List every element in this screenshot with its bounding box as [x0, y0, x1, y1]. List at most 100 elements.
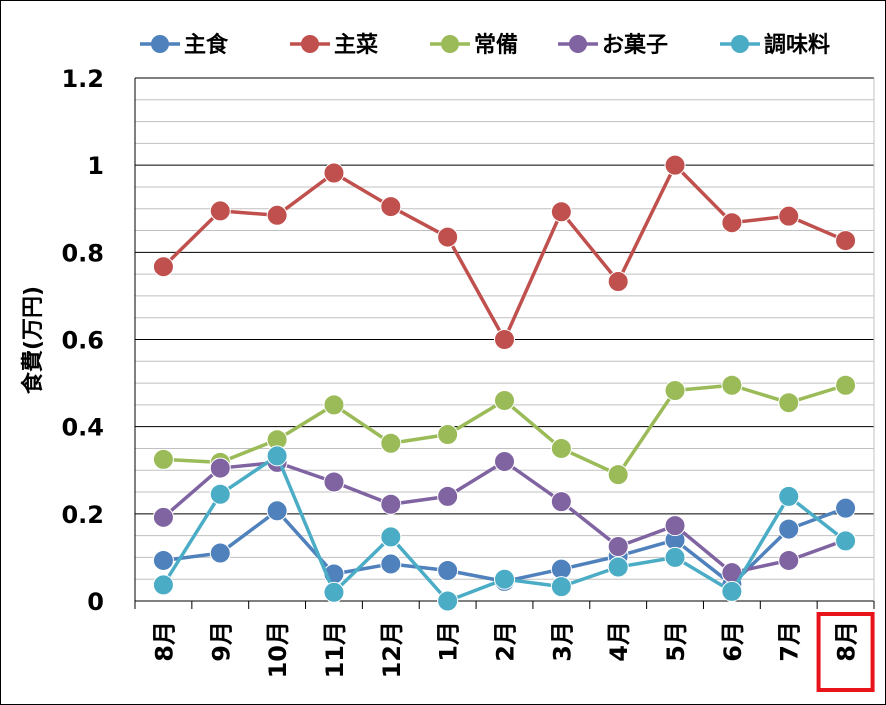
data-point	[152, 549, 174, 571]
data-point	[266, 204, 288, 226]
x-axis: 8月 9月 10月 11月 12月 1月 2月 3月 4月 5月 6月 7月 8月	[134, 601, 875, 692]
data-point	[664, 546, 686, 568]
legend-label: 主食	[184, 32, 229, 58]
legend-item: 調味料	[720, 32, 830, 58]
data-point	[437, 590, 459, 612]
data-point	[380, 493, 402, 515]
x-tick-label: 8月	[833, 621, 861, 662]
y-tick-label: 0.8	[61, 239, 104, 267]
data-point	[437, 485, 459, 507]
y-axis-label: 食費(万円)	[20, 286, 46, 394]
data-point	[494, 568, 515, 590]
y-tick-label: 0.6	[61, 327, 104, 355]
legend-label: 調味料	[764, 32, 830, 58]
data-point	[778, 485, 800, 507]
data-point	[550, 437, 572, 459]
data-point	[266, 445, 288, 467]
y-tick-label: 0.2	[61, 501, 104, 529]
legend-marker	[569, 35, 587, 53]
data-point	[550, 576, 572, 598]
highlight-box	[816, 612, 875, 692]
legend-label: 主菜	[334, 33, 378, 58]
data-point	[209, 200, 231, 222]
data-point	[152, 574, 174, 596]
legend-item: お菓子	[558, 32, 668, 58]
data-point	[209, 483, 231, 505]
data-point	[437, 226, 459, 248]
data-point	[721, 212, 743, 234]
data-point	[835, 497, 857, 519]
legend-item: 主食	[140, 32, 229, 58]
y-tick-label: 1.2	[61, 65, 104, 93]
data-point	[380, 196, 402, 218]
y-axis: 0 0.2 0.4 0.6 0.8 1 1.2	[61, 65, 104, 616]
data-point	[152, 256, 174, 278]
data-point	[266, 500, 288, 522]
legend: 主食 主菜 常備 お菓子 調味料	[140, 32, 830, 58]
data-point	[152, 448, 174, 470]
x-tick-label: 8月	[150, 621, 178, 662]
x-tick-label: 4月	[605, 621, 633, 662]
data-point	[607, 536, 629, 558]
data-point	[778, 205, 800, 227]
legend-marker	[441, 35, 459, 53]
series-4	[152, 445, 857, 612]
legend-marker	[301, 35, 319, 53]
data-point	[380, 432, 402, 454]
data-point	[209, 457, 231, 479]
data-point	[778, 392, 800, 414]
data-point	[323, 471, 345, 493]
data-point	[323, 394, 345, 416]
data-point	[664, 379, 686, 401]
y-tick-label: 1	[87, 152, 104, 180]
data-point	[323, 162, 345, 184]
legend-label: 常備	[474, 32, 518, 58]
data-point	[721, 374, 743, 396]
legend-label: お菓子	[602, 32, 668, 58]
x-tick-label: 9月	[207, 621, 235, 662]
data-point	[835, 530, 857, 552]
series-2	[152, 374, 857, 486]
x-tick-label: 6月	[719, 621, 747, 662]
legend-item: 主菜	[290, 33, 378, 58]
data-point	[550, 201, 572, 223]
series-layer	[152, 154, 857, 612]
legend-marker	[731, 35, 749, 53]
data-point	[721, 580, 743, 602]
data-point	[494, 390, 515, 412]
series-3	[152, 451, 857, 584]
data-point	[494, 329, 515, 350]
legend-item: 常備	[430, 32, 518, 58]
data-point	[494, 451, 515, 473]
data-point	[607, 464, 629, 486]
data-point	[835, 374, 857, 396]
x-tick-label: 7月	[776, 621, 804, 662]
x-tick-label: 3月	[548, 621, 576, 662]
data-point	[778, 549, 800, 571]
data-point	[380, 553, 402, 575]
x-tick-label: 2月	[492, 621, 520, 662]
x-tick-label: 5月	[662, 621, 690, 662]
series-1	[152, 154, 857, 350]
data-point	[664, 515, 686, 537]
data-point	[380, 526, 402, 548]
x-tick-label: 1月	[435, 621, 463, 662]
data-point	[778, 518, 800, 540]
x-tick-label: 12月	[378, 621, 406, 678]
data-point	[550, 491, 572, 513]
data-point	[835, 230, 857, 252]
x-tick-label: 10月	[264, 621, 292, 678]
data-point	[437, 559, 459, 581]
y-tick-label: 0	[87, 588, 104, 616]
x-tick-label: 11月	[321, 621, 349, 678]
data-point	[152, 506, 174, 528]
data-point	[209, 542, 231, 564]
data-point	[664, 154, 686, 176]
data-point	[323, 581, 345, 603]
data-point	[607, 556, 629, 578]
legend-marker	[151, 35, 169, 53]
data-point	[607, 271, 629, 293]
y-tick-label: 0.4	[61, 414, 104, 442]
data-point	[437, 424, 459, 446]
